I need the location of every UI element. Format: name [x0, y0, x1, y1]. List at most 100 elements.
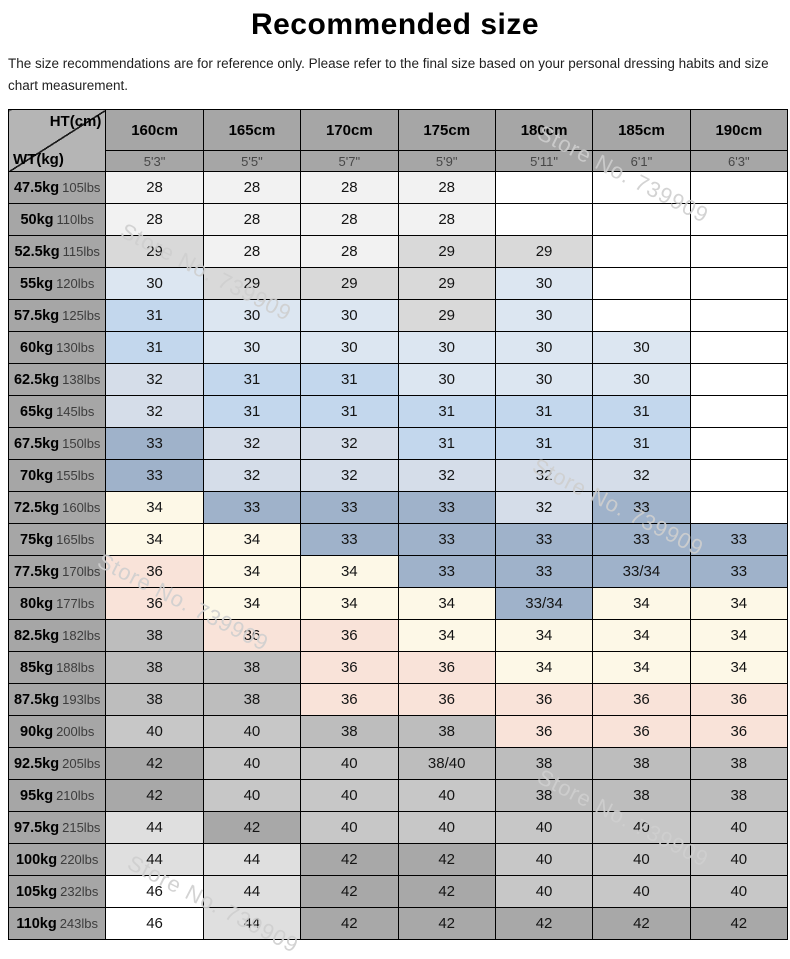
size-cell: 33/34 [592, 555, 691, 589]
size-cell: 33 [105, 427, 204, 461]
size-cell: 38 [397, 715, 496, 749]
size-cell: 30 [592, 331, 691, 365]
size-cell: 42 [300, 843, 399, 877]
weight-kg-label: 85kg [20, 659, 54, 676]
weight-row-header: 87.5kg 193lbs [7, 683, 107, 717]
size-cell: 31 [494, 395, 594, 429]
size-cell: 31 [592, 427, 691, 461]
size-cell: 33 [689, 523, 789, 557]
weight-kg-label: 90kg [20, 723, 54, 740]
size-cell: 40 [397, 779, 496, 813]
size-cell: 31 [592, 395, 691, 429]
size-cell: 32 [494, 491, 594, 525]
weight-lbs-label: 177lbs [56, 595, 95, 611]
size-cell: 42 [105, 747, 204, 781]
size-cell: 42 [397, 843, 496, 877]
weight-row-header: 85kg 188lbs [7, 651, 107, 685]
size-cell: 36 [300, 619, 399, 653]
size-cell: 38 [300, 715, 399, 749]
size-cell: 34 [300, 555, 399, 589]
height-ft-header: 5'3" [105, 150, 204, 173]
size-cell: 34 [300, 587, 399, 621]
weight-kg-label: 70kg [20, 467, 54, 484]
weight-row-header: 55kg 120lbs [7, 267, 107, 301]
size-cell: 28 [202, 203, 302, 237]
size-cell: 42 [105, 779, 204, 813]
size-cell: 32 [592, 459, 691, 493]
size-cell: 42 [300, 875, 399, 909]
size-cell: 33 [300, 491, 399, 525]
weight-kg-label: 72.5kg [13, 499, 60, 516]
size-cell: 40 [202, 747, 302, 781]
weight-row-header: 110kg 243lbs [7, 907, 107, 941]
size-cell: 32 [202, 427, 302, 461]
size-cell: 29 [494, 235, 594, 269]
size-cell: 34 [494, 651, 594, 685]
height-cm-header: 185cm [592, 109, 691, 152]
size-cell: 40 [592, 875, 691, 909]
weight-lbs-label: 155lbs [56, 467, 95, 483]
size-cell [592, 171, 691, 205]
table-row: 50kg 110lbs 28 28 28 28 [7, 203, 789, 237]
size-cell: 30 [300, 331, 399, 365]
height-cm-header: 165cm [202, 109, 302, 152]
size-cell [689, 235, 789, 269]
weight-kg-label: 87.5kg [13, 691, 60, 708]
weight-lbs-label: 205lbs [62, 755, 101, 771]
weight-kg-label: 77.5kg [13, 563, 60, 580]
size-cell: 33 [494, 523, 594, 557]
weight-row-header: 57.5kg 125lbs [7, 299, 107, 333]
table-row: 92.5kg 205lbs 42 40 40 38/40 38 38 38 [7, 747, 789, 781]
weight-kg-label: 95kg [20, 787, 54, 804]
size-cell: 28 [300, 235, 399, 269]
size-cell: 38/40 [397, 747, 496, 781]
size-cell: 31 [202, 363, 302, 397]
weight-lbs-label: 110lbs [56, 211, 94, 227]
weight-row-header: 77.5kg 170lbs [7, 555, 107, 589]
size-cell: 33 [494, 555, 594, 589]
weight-lbs-label: 105lbs [62, 179, 101, 195]
size-cell: 46 [105, 907, 204, 941]
size-cell: 28 [397, 203, 496, 237]
weight-kg-label: 62.5kg [13, 371, 60, 388]
size-cell [689, 203, 789, 237]
weight-row-header: 105kg 232lbs [7, 875, 107, 909]
size-cell: 38 [592, 747, 691, 781]
weight-kg-label: 75kg [20, 531, 54, 548]
weight-row-header: 100kg 220lbs [7, 843, 107, 877]
size-cell [689, 459, 789, 493]
size-cell: 34 [592, 651, 691, 685]
size-cell [689, 395, 789, 429]
size-cell: 38 [202, 651, 302, 685]
weight-kg-label: 50kg [20, 211, 54, 228]
table-row: 57.5kg 125lbs 31 30 30 29 30 [7, 299, 789, 333]
height-cm-header: 190cm [689, 109, 789, 152]
size-cell [592, 299, 691, 333]
size-cell: 44 [202, 875, 302, 909]
size-cell: 32 [494, 459, 594, 493]
size-cell: 40 [105, 715, 204, 749]
weight-lbs-label: 232lbs [60, 883, 99, 899]
height-axis-label: HT(cm) [49, 113, 102, 131]
height-cm-header: 180cm [494, 109, 594, 152]
table-row: 75kg 165lbs 34 34 33 33 33 33 33 [7, 523, 789, 557]
size-cell: 33 [397, 491, 496, 525]
height-ft-header: 6'1" [592, 150, 691, 173]
height-ft-header: 5'5" [202, 150, 302, 173]
weight-lbs-label: 220lbs [60, 851, 99, 867]
size-cell [689, 299, 789, 333]
table-row: 47.5kg 105lbs 28 28 28 28 [7, 171, 789, 205]
size-cell: 34 [105, 491, 204, 525]
weight-kg-label: 100kg [15, 851, 58, 868]
size-cell: 42 [397, 875, 496, 909]
table-row: 62.5kg 138lbs 32 31 31 30 30 30 [7, 363, 789, 397]
weight-row-header: 72.5kg 160lbs [7, 491, 107, 525]
weight-row-header: 62.5kg 138lbs [7, 363, 107, 397]
size-cell: 40 [689, 811, 789, 845]
size-cell: 44 [202, 907, 302, 941]
size-cell: 40 [494, 875, 594, 909]
weight-lbs-label: 200lbs [56, 723, 95, 739]
weight-kg-label: 92.5kg [13, 755, 60, 772]
size-cell: 33/34 [494, 587, 594, 621]
page: Recommended size The size recommendation… [0, 8, 790, 958]
